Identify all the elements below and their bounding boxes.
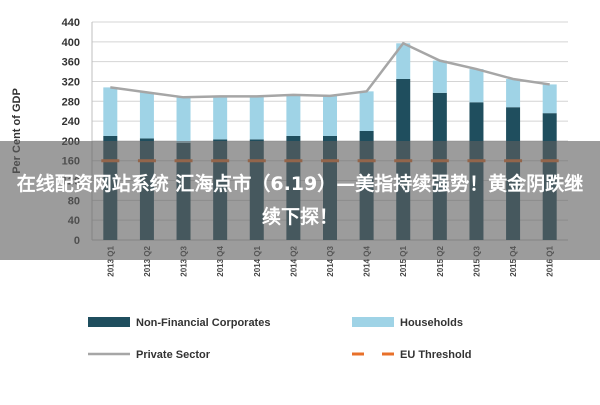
overlay-banner: 在线配资网站系统 汇海点市（6.19）—美指持续强势！黄金阴跌继续下探！ (0, 141, 600, 260)
x-category-label: 2014 Q2 (289, 245, 298, 276)
legend-label: EU Threshold (400, 349, 472, 361)
y-tick-label: 320 (62, 76, 80, 88)
y-tick-label: 280 (62, 96, 80, 108)
x-category-label: 2015 Q1 (399, 245, 408, 276)
bar-households (139, 92, 154, 139)
x-category-label: 2013 Q3 (180, 245, 189, 276)
x-category-label: 2016 Q1 (546, 245, 555, 276)
bar-households (469, 69, 484, 103)
x-category-label: 2013 Q1 (106, 245, 115, 276)
bar-households (286, 94, 301, 136)
bar-households (396, 43, 411, 79)
bar-households (249, 96, 264, 140)
x-category-label: 2013 Q4 (216, 245, 225, 276)
y-tick-label: 400 (62, 37, 80, 49)
y-tick-label: 360 (62, 57, 80, 69)
bar-households (432, 60, 447, 93)
bar-households (176, 97, 191, 143)
x-category-label: 2013 Q2 (143, 245, 152, 276)
overlay-headline: 在线配资网站系统 汇海点市（6.19）—美指持续强势！黄金阴跌继续下探！ (16, 172, 584, 228)
bar-households (359, 91, 374, 131)
x-category-label: 2014 Q4 (363, 245, 372, 276)
legend-swatch (88, 317, 130, 327)
x-category-label: 2014 Q3 (326, 245, 335, 276)
x-category-label: 2015 Q2 (436, 245, 445, 276)
y-tick-label: 240 (62, 116, 80, 128)
x-category-label: 2015 Q4 (509, 245, 518, 276)
x-category-label: 2015 Q3 (472, 245, 481, 276)
legend-label: Households (400, 317, 463, 329)
private-sector-line (110, 41, 550, 99)
bar-households (542, 84, 557, 114)
bar-households (323, 95, 337, 136)
legend-label: Private Sector (136, 349, 211, 361)
bar-households (506, 78, 521, 108)
legend-swatch (352, 317, 394, 327)
legend-label: Non-Financial Corporates (136, 317, 270, 329)
bar-households (213, 96, 228, 140)
y-tick-label: 440 (62, 17, 80, 29)
bar-households (103, 87, 118, 136)
x-category-label: 2014 Q1 (253, 245, 262, 276)
